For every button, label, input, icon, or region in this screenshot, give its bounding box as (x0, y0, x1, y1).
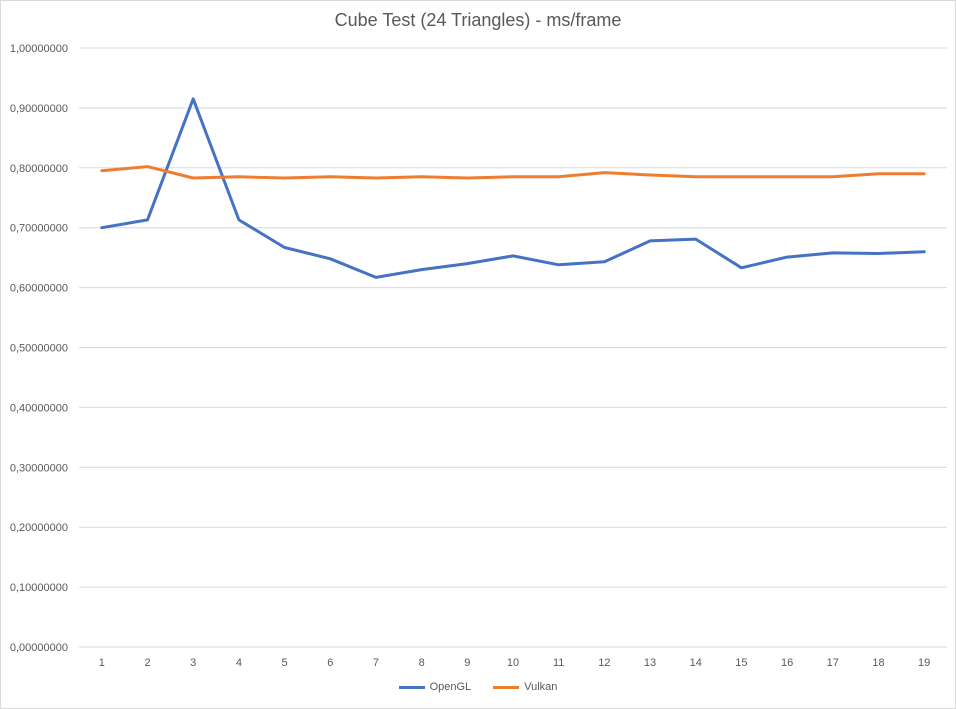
x-tick-label: 12 (598, 657, 610, 669)
y-tick-label: 0,10000000 (10, 582, 68, 594)
x-tick-label: 13 (644, 657, 656, 669)
y-tick-label: 0,30000000 (10, 462, 68, 474)
y-tick-label: 0,00000000 (10, 642, 68, 654)
legend-label: OpenGL (429, 681, 472, 693)
series-line-vulkan (100, 165, 926, 180)
legend-item-opengl: OpenGL (398, 681, 472, 693)
x-tick-label: 15 (735, 657, 747, 669)
series-line-opengl (100, 97, 926, 279)
x-tick-label: 2 (144, 657, 150, 669)
legend-item-vulkan: Vulkan (493, 681, 557, 693)
x-tick-label: 11 (553, 657, 564, 669)
x-tick-label: 7 (373, 657, 379, 669)
x-tick-label: 17 (827, 657, 839, 669)
x-tick-label: 5 (282, 657, 288, 669)
legend-swatch (398, 685, 425, 689)
chart-title: Cube Test (24 Triangles) - ms/frame (334, 10, 622, 30)
legend: OpenGL Vulkan (1, 681, 955, 693)
y-tick-label: 1,00000000 (10, 43, 68, 55)
y-tick-label: 0,80000000 (10, 163, 68, 175)
y-tick-label: 0,90000000 (10, 103, 68, 115)
y-tick-label: 0,70000000 (10, 223, 68, 235)
x-tick-label: 9 (464, 657, 470, 669)
x-tick-label: 18 (872, 657, 884, 669)
x-tick-label: 10 (507, 657, 519, 669)
x-tick-label: 19 (918, 657, 930, 669)
x-tick-label: 4 (236, 657, 242, 669)
y-tick-label: 0,60000000 (10, 283, 68, 295)
y-tick-label: 0,50000000 (10, 343, 68, 355)
legend-swatch (493, 685, 520, 689)
y-tick-label: 0,40000000 (10, 402, 68, 414)
x-tick-label: 14 (690, 657, 702, 669)
x-tick-label: 1 (99, 657, 105, 669)
x-tick-label: 3 (190, 657, 196, 669)
x-tick-label: 6 (327, 657, 333, 669)
x-tick-label: 16 (781, 657, 793, 669)
x-tick-label: 8 (419, 657, 425, 669)
legend-label: Vulkan (524, 681, 558, 693)
y-tick-label: 0,20000000 (10, 522, 68, 534)
